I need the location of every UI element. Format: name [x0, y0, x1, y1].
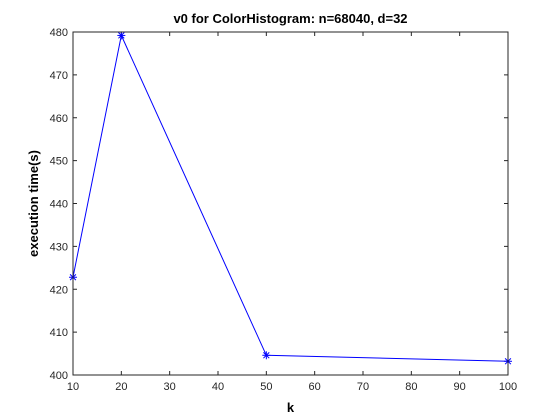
- x-tick-label: 70: [357, 381, 369, 393]
- x-tick-label: 80: [405, 381, 417, 393]
- y-tick-label: 460: [50, 113, 68, 125]
- y-tick-label: 430: [50, 241, 68, 253]
- x-tick-label: 100: [499, 381, 517, 393]
- series-line: [72, 33, 509, 362]
- y-tick-label: 450: [50, 156, 68, 168]
- y-tick-label: 440: [50, 199, 68, 211]
- y-axis-label: execution time(s): [26, 150, 41, 257]
- x-tick-label: 30: [164, 381, 176, 393]
- x-tick-label: 40: [212, 381, 224, 393]
- x-tick-label: 50: [260, 381, 272, 393]
- y-tick-label: 470: [50, 70, 68, 82]
- x-tick-label: 20: [115, 381, 127, 393]
- y-tick-label: 420: [50, 284, 68, 296]
- plot-area-frame: [72, 31, 509, 376]
- ticks-layer: 10 20 30 40 50 60 70 80 90 100 400 410 420 430 440 450 4…: [50, 27, 518, 393]
- x-tick-label: 60: [309, 381, 321, 393]
- y-tick-label: 410: [50, 327, 68, 339]
- data-point-marker: [262, 351, 271, 360]
- data-point-marker: [117, 31, 126, 40]
- x-tick-label: 90: [454, 381, 466, 393]
- x-axis-label: k: [287, 400, 295, 415]
- y-tick-label: 480: [50, 27, 68, 39]
- y-tick-label: 400: [50, 370, 68, 382]
- x-tick-label: 10: [67, 381, 79, 393]
- chart-title: v0 for ColorHistogram: n=68040, d=32: [173, 11, 407, 26]
